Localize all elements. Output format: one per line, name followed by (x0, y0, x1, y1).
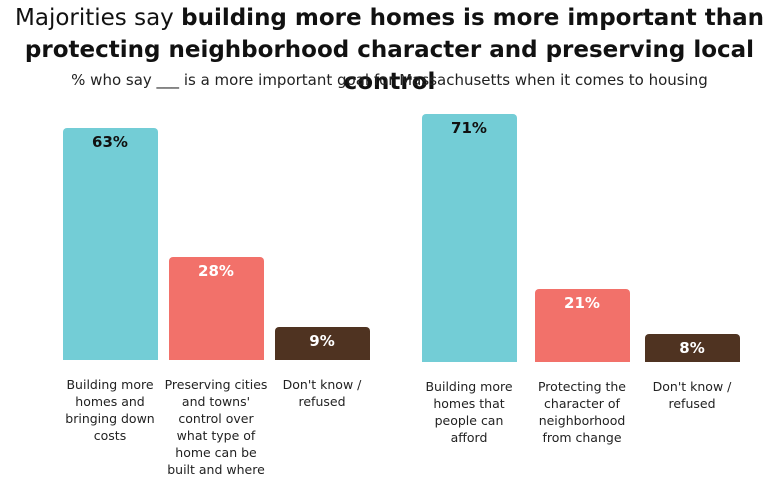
bar (644, 334, 740, 362)
bar (274, 326, 370, 360)
value-label: 9% (309, 331, 335, 350)
value-label: 8% (679, 339, 705, 357)
category-label: Building more homes that people can affo… (425, 379, 513, 445)
title-lead: Majorities say (15, 5, 174, 31)
category-label: Building more homes and bringing down co… (65, 377, 155, 443)
category-label: Protecting the character of neighborhood… (537, 379, 626, 445)
value-label: 21% (564, 293, 600, 312)
bar (421, 113, 517, 362)
value-label: 71% (451, 118, 487, 137)
title: Majorities say building more homes is mo… (0, 2, 779, 98)
bar (62, 128, 158, 360)
value-label: 63% (92, 133, 128, 152)
bar (168, 256, 264, 360)
category-label: Preserving cities and towns' control ove… (164, 377, 268, 477)
title-bold: building more homes is more important th… (24, 5, 764, 95)
value-label: 28% (198, 261, 234, 280)
subtitle: % who say ___ is a more important goal f… (71, 71, 708, 89)
bar (534, 288, 630, 362)
category-label: Don't know / refused (652, 379, 732, 411)
category-label: Don't know / refused (282, 377, 362, 409)
